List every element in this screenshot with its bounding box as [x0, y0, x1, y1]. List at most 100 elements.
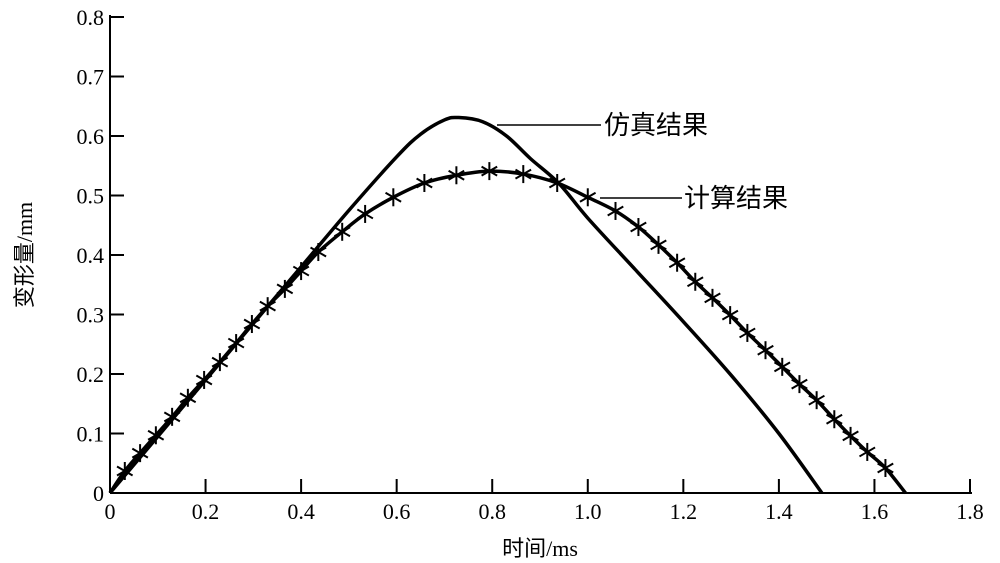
- marker-stroke: [292, 265, 310, 277]
- marker-stroke: [416, 177, 433, 189]
- data-point-marker: [448, 166, 465, 185]
- y-tick-label: 0.7: [77, 65, 105, 90]
- marker-stroke: [548, 177, 566, 189]
- data-point-marker: [607, 201, 624, 220]
- marker-stroke: [514, 168, 532, 180]
- data-point-marker: [826, 410, 843, 429]
- marker-stroke: [739, 327, 756, 339]
- marker-stroke: [650, 239, 667, 251]
- marker-stroke: [808, 394, 825, 406]
- data-point-marker: [791, 375, 808, 394]
- series-group: [108, 115, 907, 495]
- marker-stroke: [243, 318, 261, 330]
- marker-stroke: [259, 300, 276, 312]
- marker-stroke: [276, 283, 294, 295]
- marker-stroke: [385, 191, 402, 203]
- x-tick-label: 1.4: [765, 499, 793, 524]
- data-point-marker: [514, 165, 532, 184]
- data-point-marker: [704, 288, 721, 307]
- data-point-marker: [548, 174, 566, 193]
- marker-stroke: [579, 191, 597, 203]
- marker-stroke: [607, 205, 624, 217]
- y-axis-label: 变形量/mm: [12, 202, 37, 308]
- y-tick-label: 0.8: [77, 5, 105, 30]
- x-tick-label: 0.2: [192, 499, 220, 524]
- data-point-marker: [416, 174, 433, 193]
- x-axis-label: 时间/ms: [502, 536, 578, 561]
- marker-stroke: [333, 226, 351, 238]
- x-tick-label: 0.8: [478, 499, 506, 524]
- data-point-marker: [147, 426, 165, 445]
- marker-stroke: [791, 378, 808, 390]
- marker-stroke: [310, 246, 327, 258]
- x-tick-label: 1.6: [861, 499, 889, 524]
- data-point-marker: [163, 407, 181, 426]
- data-point-marker: [116, 461, 134, 480]
- data-point-marker: [211, 353, 229, 372]
- x-tick-label: 1.2: [670, 499, 698, 524]
- marker-stroke: [668, 257, 686, 269]
- data-point-marker: [179, 388, 197, 407]
- marker-stroke: [116, 465, 134, 477]
- data-point-marker: [259, 297, 276, 316]
- y-tick-label: 0: [93, 481, 104, 506]
- marker-stroke: [773, 361, 791, 373]
- annotation-calculation: 计算结果: [684, 184, 788, 213]
- x-tick-label: 0.4: [287, 499, 315, 524]
- marker-stroke: [481, 165, 498, 177]
- marker-stroke: [211, 356, 229, 368]
- x-tick-label: 1.8: [956, 499, 984, 524]
- data-point-marker: [292, 262, 310, 281]
- marker-stroke: [163, 411, 181, 423]
- data-point-marker: [757, 341, 774, 360]
- data-point-marker: [481, 162, 498, 181]
- marker-stroke: [858, 446, 876, 458]
- axes: 0 0.2 0.4 0.6 0.8 1.0 1.2 1.4 1.6 1.8 0 0.1 0.2 0.3 0.…: [77, 5, 984, 524]
- marker-stroke: [877, 462, 894, 474]
- data-point-marker: [131, 444, 149, 463]
- data-point-marker: [739, 323, 756, 342]
- data-point-marker: [385, 188, 402, 207]
- y-tick-label: 0.4: [77, 243, 105, 268]
- data-point-marker: [630, 218, 647, 237]
- data-point-marker: [579, 188, 597, 207]
- y-tick-label: 0.1: [77, 422, 105, 447]
- data-point-marker: [310, 243, 327, 262]
- marker-stroke: [179, 392, 197, 404]
- data-point-marker: [650, 235, 667, 254]
- marker-stroke: [842, 430, 859, 442]
- y-tick-label: 0.3: [77, 303, 105, 328]
- series-line-simulation: [108, 115, 824, 495]
- data-point-marker: [276, 279, 294, 298]
- x-tick-label: 0.6: [383, 499, 411, 524]
- y-tick-label: 0.5: [77, 184, 105, 209]
- marker-stroke: [147, 429, 165, 441]
- marker-stroke: [630, 221, 647, 233]
- marker-stroke: [704, 292, 721, 304]
- data-point-marker: [243, 315, 261, 334]
- x-tick-label: 1.0: [574, 499, 602, 524]
- data-point-marker: [773, 357, 791, 376]
- data-point-marker: [808, 391, 825, 410]
- data-point-marker: [686, 272, 704, 291]
- marker-stroke: [356, 208, 374, 220]
- data-point-marker: [227, 334, 245, 353]
- series-line-calculation: [108, 169, 907, 495]
- y-tick-label: 0.6: [77, 124, 105, 149]
- marker-stroke: [686, 276, 704, 288]
- data-point-marker: [877, 459, 894, 478]
- x-tick-label: 0: [105, 499, 116, 524]
- data-point-marker: [195, 370, 213, 389]
- data-point-marker: [333, 222, 351, 241]
- marker-stroke: [131, 447, 149, 459]
- annotation-simulation: 仿真结果: [604, 111, 708, 140]
- data-point-marker: [721, 306, 739, 325]
- marker-stroke: [227, 337, 245, 349]
- data-point-marker: [668, 253, 686, 272]
- marker-stroke: [721, 309, 739, 321]
- marker-stroke: [448, 169, 465, 181]
- y-tick-label: 0.2: [77, 362, 105, 387]
- marker-stroke: [195, 374, 213, 386]
- data-point-marker: [858, 442, 876, 461]
